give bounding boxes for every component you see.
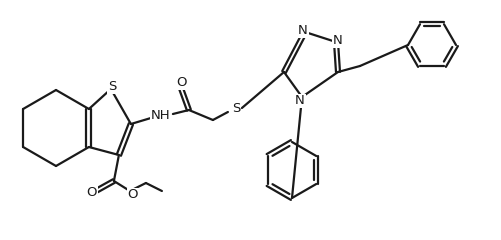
Text: O: O — [87, 186, 97, 199]
Text: N: N — [298, 24, 307, 37]
Text: S: S — [231, 102, 239, 114]
Text: NH: NH — [151, 109, 170, 122]
Text: N: N — [295, 95, 304, 108]
Text: S: S — [108, 80, 116, 94]
Text: O: O — [176, 77, 187, 90]
Text: O: O — [127, 188, 138, 202]
Text: N: N — [333, 35, 342, 48]
